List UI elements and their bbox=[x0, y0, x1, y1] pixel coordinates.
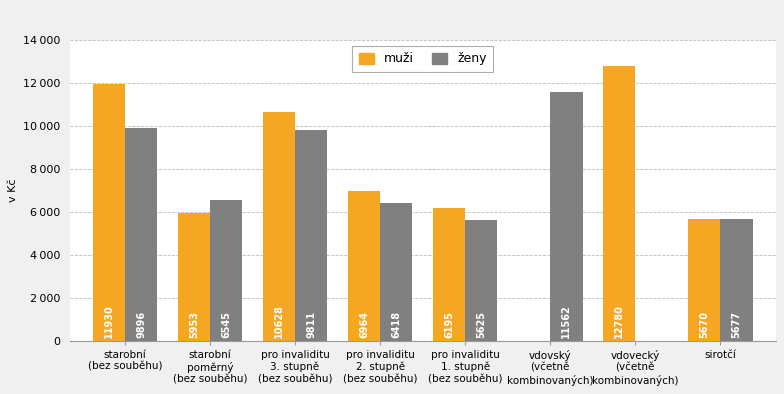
Bar bbox=[603, 66, 635, 341]
Bar bbox=[210, 201, 242, 341]
Bar bbox=[688, 219, 720, 341]
Bar bbox=[465, 220, 498, 341]
Bar bbox=[550, 92, 583, 341]
Bar bbox=[125, 128, 158, 341]
Bar bbox=[93, 84, 125, 341]
Bar bbox=[263, 113, 295, 341]
Text: 12780: 12780 bbox=[614, 304, 624, 338]
Bar bbox=[295, 130, 328, 341]
Text: 5953: 5953 bbox=[189, 311, 199, 338]
Text: 9811: 9811 bbox=[307, 311, 316, 338]
Text: 5670: 5670 bbox=[699, 311, 710, 338]
Bar bbox=[433, 208, 465, 341]
Y-axis label: v Kč: v Kč bbox=[9, 179, 18, 203]
Text: 9896: 9896 bbox=[136, 311, 146, 338]
Text: 6195: 6195 bbox=[444, 311, 454, 338]
Text: 11930: 11930 bbox=[103, 304, 114, 338]
Bar bbox=[348, 191, 380, 341]
Text: 6964: 6964 bbox=[359, 311, 369, 338]
Text: 6545: 6545 bbox=[221, 311, 231, 338]
Text: 11562: 11562 bbox=[561, 304, 572, 338]
Text: 5677: 5677 bbox=[731, 311, 742, 338]
Legend: muži, ženy: muži, ženy bbox=[352, 46, 493, 72]
Bar bbox=[380, 203, 412, 341]
Text: 5625: 5625 bbox=[477, 311, 486, 338]
Bar bbox=[720, 219, 753, 341]
Bar bbox=[178, 213, 210, 341]
Text: 6418: 6418 bbox=[391, 311, 401, 338]
Text: 10628: 10628 bbox=[274, 304, 284, 338]
